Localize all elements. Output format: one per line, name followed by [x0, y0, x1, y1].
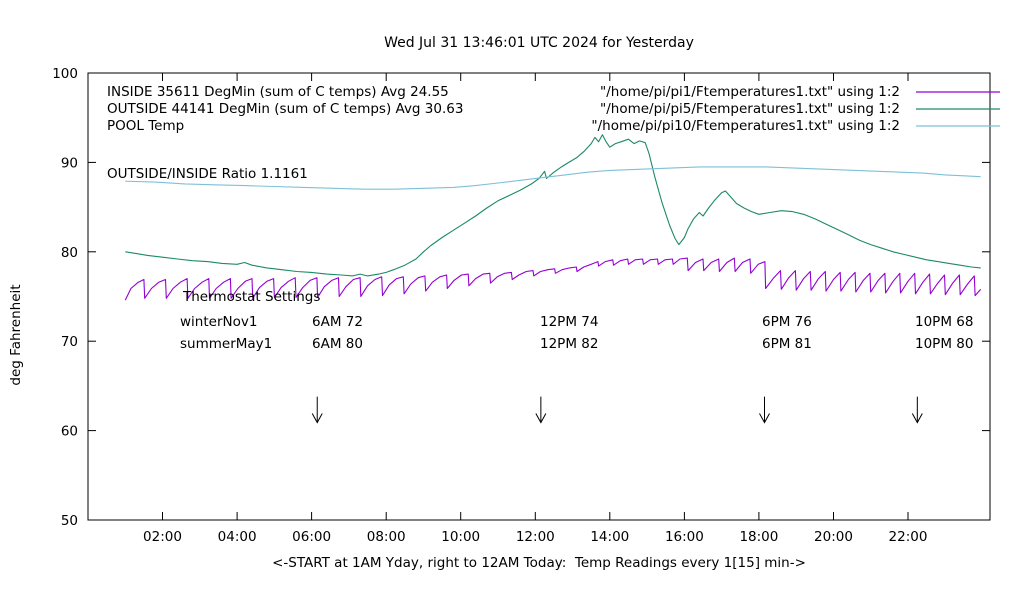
thermostat-change-arrow-head — [911, 413, 923, 424]
y-tick-label: 80 — [61, 245, 78, 261]
y-tick-label: 50 — [61, 513, 78, 529]
x-tick-label: 18:00 — [739, 529, 778, 545]
y-tick-label: 70 — [61, 334, 78, 350]
y-tick-label: 90 — [61, 155, 78, 171]
series-layer — [124, 134, 982, 301]
x-tick-label: 12:00 — [516, 529, 555, 545]
legend-label-inside: INSIDE 35611 DegMin (sum of C temps) Avg… — [107, 84, 449, 100]
y-tick-label: 100 — [52, 66, 78, 82]
axes-layer: 02:00 04:00 06:00 08:00 10:00 12:00 14:00 16:00… — [52, 66, 991, 545]
x-axis-label: <-START at 1AM Yday, right to 12AM Today… — [272, 555, 806, 571]
thermostat-change-arrow-head — [759, 413, 770, 424]
thermostat-summer-10pm: 10PM 80 — [915, 336, 973, 352]
thermostat-summer-6pm: 6PM 81 — [762, 336, 812, 352]
thermostat-winter-12pm: 12PM 74 — [540, 314, 598, 330]
thermostat-change-arrow-head — [535, 413, 547, 424]
thermostat-heading: Thermostat Settings — [182, 289, 320, 305]
thermostat-settings: Thermostat Settings winterNov1 6AM 72 12… — [180, 289, 973, 352]
thermostat-winter-6am: 6AM 72 — [312, 314, 363, 330]
legend-file-outside: "/home/pi/pi5/Ftemperatures1.txt" using … — [600, 101, 900, 117]
x-tick-label: 14:00 — [590, 529, 629, 545]
legend-file-pool: "/home/pi/pi10/Ftemperatures1.txt" using… — [591, 118, 900, 134]
legend-file-inside: "/home/pi/pi1/Ftemperatures1.txt" using … — [600, 84, 900, 100]
x-tick-label: 22:00 — [889, 529, 928, 545]
chart-title: Wed Jul 31 13:46:01 UTC 2024 for Yesterd… — [384, 35, 694, 51]
thermostat-summer-12pm: 12PM 82 — [540, 336, 598, 352]
y-axis-label: deg Fahrenheit — [8, 284, 24, 385]
x-tick-label: 10:00 — [441, 529, 480, 545]
plot-border — [87, 72, 991, 521]
x-tick-label: 06:00 — [292, 529, 331, 545]
legend: INSIDE 35611 DegMin (sum of C temps) Avg… — [107, 84, 1000, 134]
legend-label-outside: OUTSIDE 44141 DegMin (sum of C temps) Av… — [107, 101, 463, 117]
x-tick-label: 08:00 — [367, 529, 406, 545]
x-tick-label: 04:00 — [218, 529, 257, 545]
thermostat-summer-6am: 6AM 80 — [312, 336, 363, 352]
x-tick-label: 02:00 — [143, 529, 182, 545]
thermostat-winter-10pm: 10PM 68 — [915, 314, 973, 330]
x-tick-label: 20:00 — [814, 529, 853, 545]
y-tick-label: 60 — [61, 424, 78, 440]
x-tick-label: 16:00 — [665, 529, 704, 545]
series-outside-line — [125, 134, 981, 277]
series-inside-line — [124, 257, 982, 301]
series-pool-line — [125, 166, 981, 190]
thermostat-summer-name: summerMay1 — [180, 336, 272, 352]
thermostat-change-arrow-head — [311, 413, 323, 424]
outside-inside-ratio-text: OUTSIDE/INSIDE Ratio 1.1161 — [107, 166, 308, 182]
thermostat-winter-name: winterNov1 — [180, 314, 257, 330]
legend-label-pool: POOL Temp — [107, 118, 184, 134]
thermostat-winter-6pm: 6PM 76 — [762, 314, 812, 330]
arrows-layer — [311, 396, 923, 424]
